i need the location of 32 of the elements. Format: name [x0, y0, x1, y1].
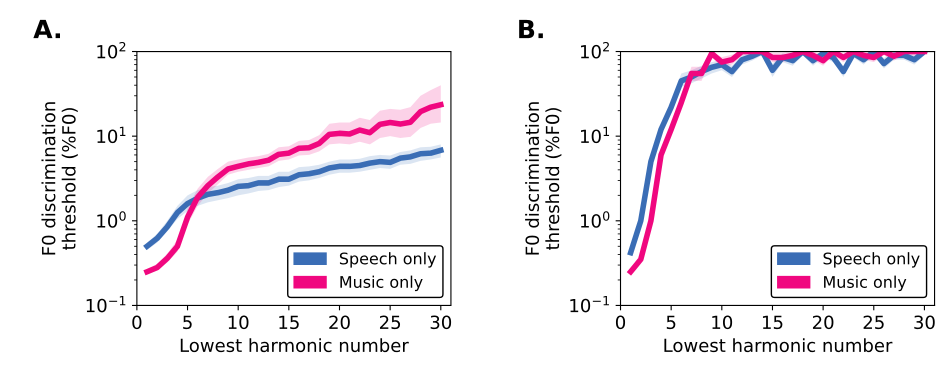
y-axis-title: F0 discrimination threshold (%F0) [525, 102, 562, 254]
x-tick-label: 0 [132, 315, 142, 330]
y-tick-label: 10$^{0}$ [580, 211, 610, 228]
y-tick-label: 10$^{0}$ [97, 211, 126, 228]
x-tick-label: 25 [864, 315, 884, 330]
y-tick-label: 10$^{2}$ [97, 42, 126, 58]
x-tick-label: 20 [329, 315, 350, 330]
x-tick-label: 25 [380, 315, 400, 330]
legend-label: Music only [824, 276, 906, 292]
x-tick-label: 30 [914, 315, 935, 330]
legend-label: Music only [340, 276, 423, 292]
chart-title: A. [33, 20, 60, 38]
x-tick-label: 20 [812, 315, 834, 330]
x-axis-title: Lowest harmonic number [180, 338, 409, 352]
y-tick-label: 10$^{1}$ [97, 126, 126, 144]
y-axis-title: F0 discrimination threshold (%F0) [41, 102, 78, 254]
y-tick-label: 10$^{1}$ [580, 126, 610, 144]
y-tick-label: 10$^{2}$ [580, 42, 609, 58]
x-tick-label: 15 [762, 316, 782, 330]
y-tick-label: 10$^{−1}$ [570, 296, 609, 312]
x-tick-label: 10 [712, 315, 732, 330]
x-tick-label: 0 [616, 315, 626, 330]
x-tick-label: 30 [430, 315, 452, 330]
x-axis-title: Lowest harmonic number [664, 338, 892, 352]
chart-title: B. [519, 20, 543, 38]
x-tick-label: 10 [228, 315, 248, 330]
x-tick-label: 15 [279, 316, 299, 330]
legend-label: Speech only [340, 252, 436, 268]
x-tick-label: 5 [666, 316, 676, 330]
y-tick-label: 10$^{−1}$ [86, 296, 126, 312]
x-tick-label: 5 [183, 316, 192, 330]
legend-label: Speech only [824, 252, 920, 268]
